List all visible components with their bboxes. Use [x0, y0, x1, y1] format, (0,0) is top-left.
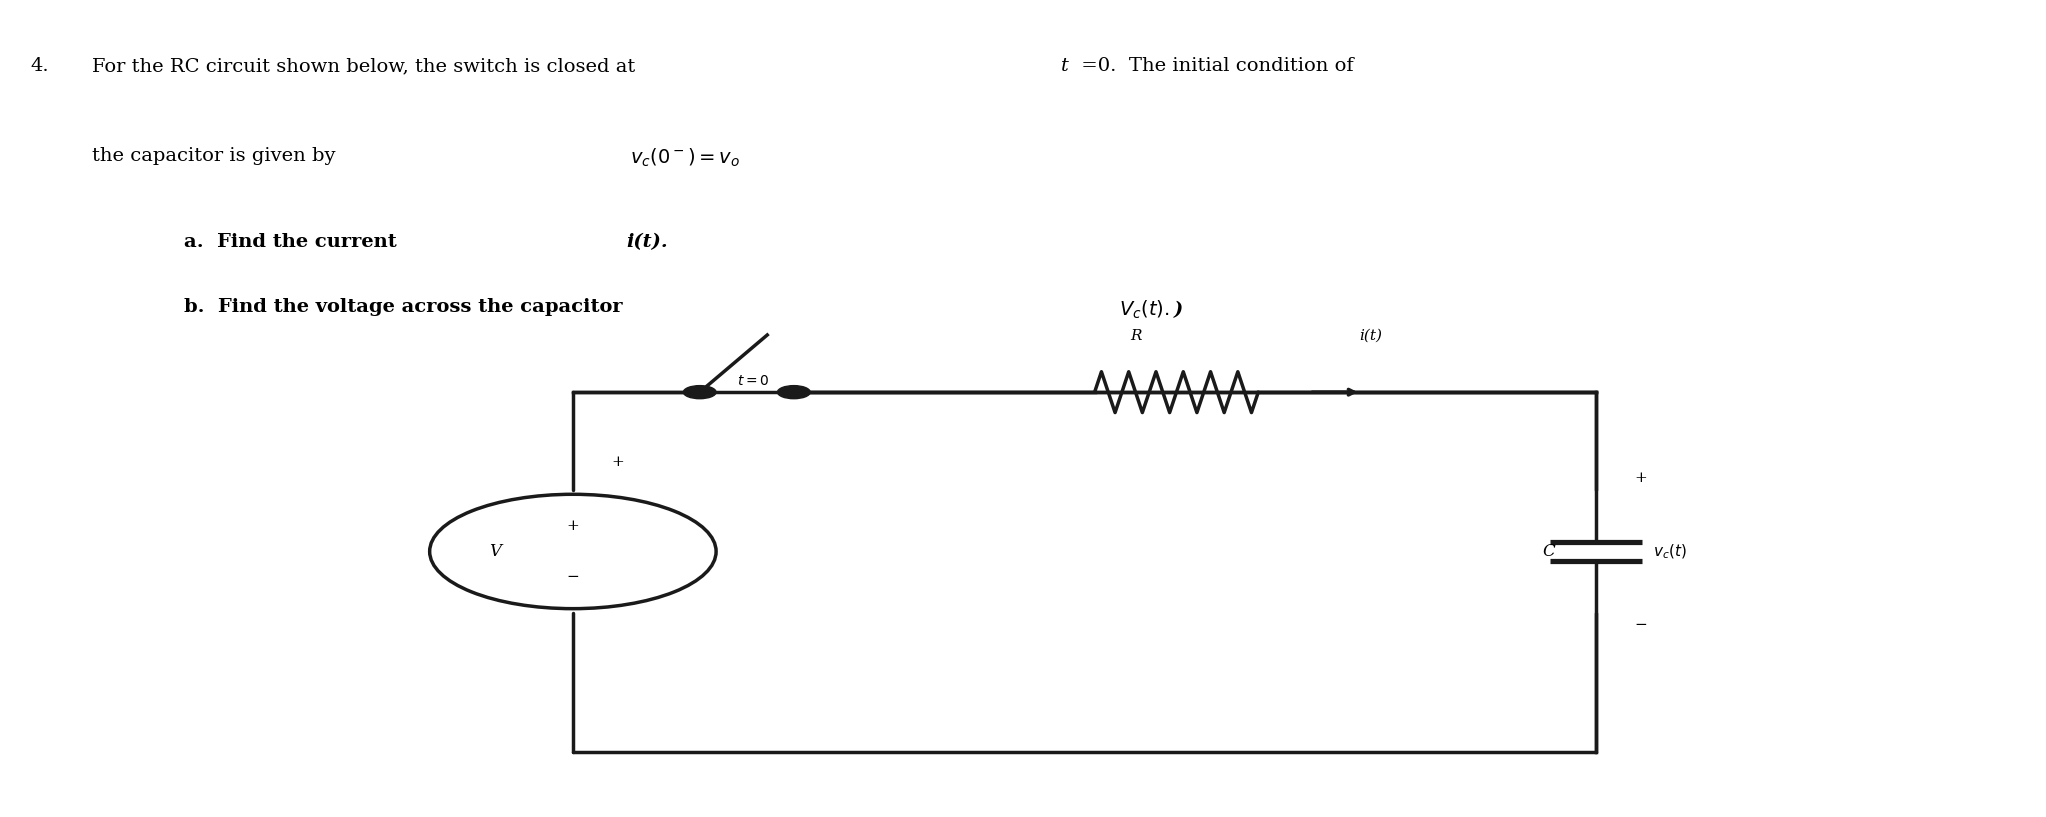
- Text: $v_c(0^-)=v_o$: $v_c(0^-)=v_o$: [630, 147, 741, 169]
- Text: R: R: [1129, 329, 1142, 343]
- Text: +: +: [567, 519, 579, 533]
- Text: +: +: [612, 454, 624, 469]
- Text: i(t): i(t): [1359, 329, 1383, 343]
- Text: i(t).: i(t).: [626, 233, 667, 251]
- Text: $v_c(t)$: $v_c(t)$: [1653, 542, 1688, 560]
- Circle shape: [777, 386, 810, 399]
- Text: b.  Find the voltage across the capacitor: b. Find the voltage across the capacitor: [184, 298, 630, 316]
- Text: V: V: [489, 543, 501, 560]
- Text: C: C: [1543, 543, 1555, 560]
- Circle shape: [683, 386, 716, 399]
- Text: t: t: [1060, 57, 1068, 75]
- Text: =0.  The initial condition of: =0. The initial condition of: [1076, 57, 1354, 75]
- Text: 4.: 4.: [31, 57, 49, 75]
- Text: For the RC circuit shown below, the switch is closed at: For the RC circuit shown below, the swit…: [92, 57, 642, 75]
- Text: a.  Find the current: a. Find the current: [184, 233, 403, 251]
- Text: the capacitor is given by: the capacitor is given by: [92, 147, 342, 165]
- Text: $t=0$: $t=0$: [737, 374, 769, 388]
- Text: +: +: [1635, 471, 1647, 485]
- Text: $V_c(t).$): $V_c(t).$): [1119, 298, 1183, 320]
- Text: −: −: [567, 570, 579, 584]
- Text: −: −: [1635, 618, 1647, 632]
